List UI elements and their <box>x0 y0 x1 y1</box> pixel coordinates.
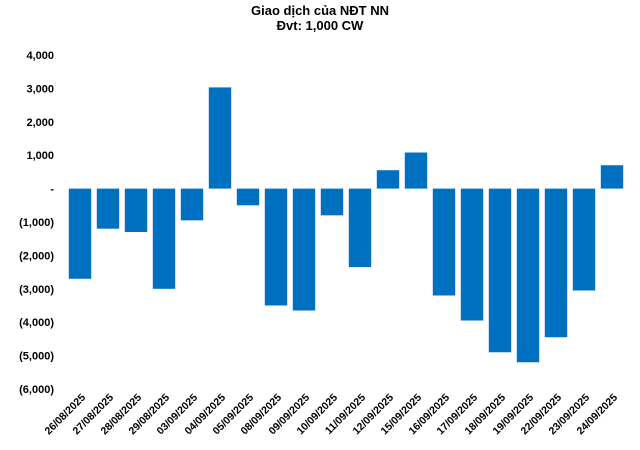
bar <box>180 188 204 221</box>
bar <box>68 188 92 279</box>
y-tick-label: 3,000 <box>26 83 54 95</box>
bar <box>320 188 344 216</box>
bar <box>208 87 232 189</box>
bar <box>544 188 568 338</box>
bar <box>96 188 120 229</box>
bar <box>600 165 624 189</box>
y-tick-label: (6,000) <box>19 384 54 396</box>
y-tick-label: (2,000) <box>19 250 54 262</box>
bar <box>292 188 316 311</box>
bar <box>572 188 596 291</box>
bar-series <box>68 87 624 363</box>
y-tick-label: (4,000) <box>19 317 54 329</box>
y-tick-label: 4,000 <box>26 50 54 62</box>
bar <box>404 152 428 189</box>
y-tick-label: 2,000 <box>26 117 54 129</box>
y-tick-label: - <box>50 184 54 196</box>
bar <box>152 188 176 289</box>
y-tick-label: (1,000) <box>19 217 54 229</box>
bar <box>264 188 288 306</box>
y-axis: 4,000 3,000 2,000 1,000 - (1,000) (2,000) (3,00… <box>19 50 54 396</box>
y-tick-label: 1,000 <box>26 150 54 162</box>
x-axis: 26/08/202527/08/202528/08/202529/08/2025… <box>42 392 620 438</box>
bar <box>516 188 540 363</box>
bar <box>124 188 148 233</box>
bar <box>488 188 512 353</box>
y-tick-label: (3,000) <box>19 284 54 296</box>
y-tick-label: (5,000) <box>19 351 54 363</box>
bar <box>376 170 400 189</box>
chart-title: Giao dịch của NĐT NN <box>251 3 389 18</box>
bar <box>236 188 260 206</box>
bar <box>460 188 484 321</box>
bar <box>432 188 456 296</box>
chart-subtitle: Đvt: 1,000 CW <box>276 18 364 33</box>
bar <box>348 188 372 268</box>
